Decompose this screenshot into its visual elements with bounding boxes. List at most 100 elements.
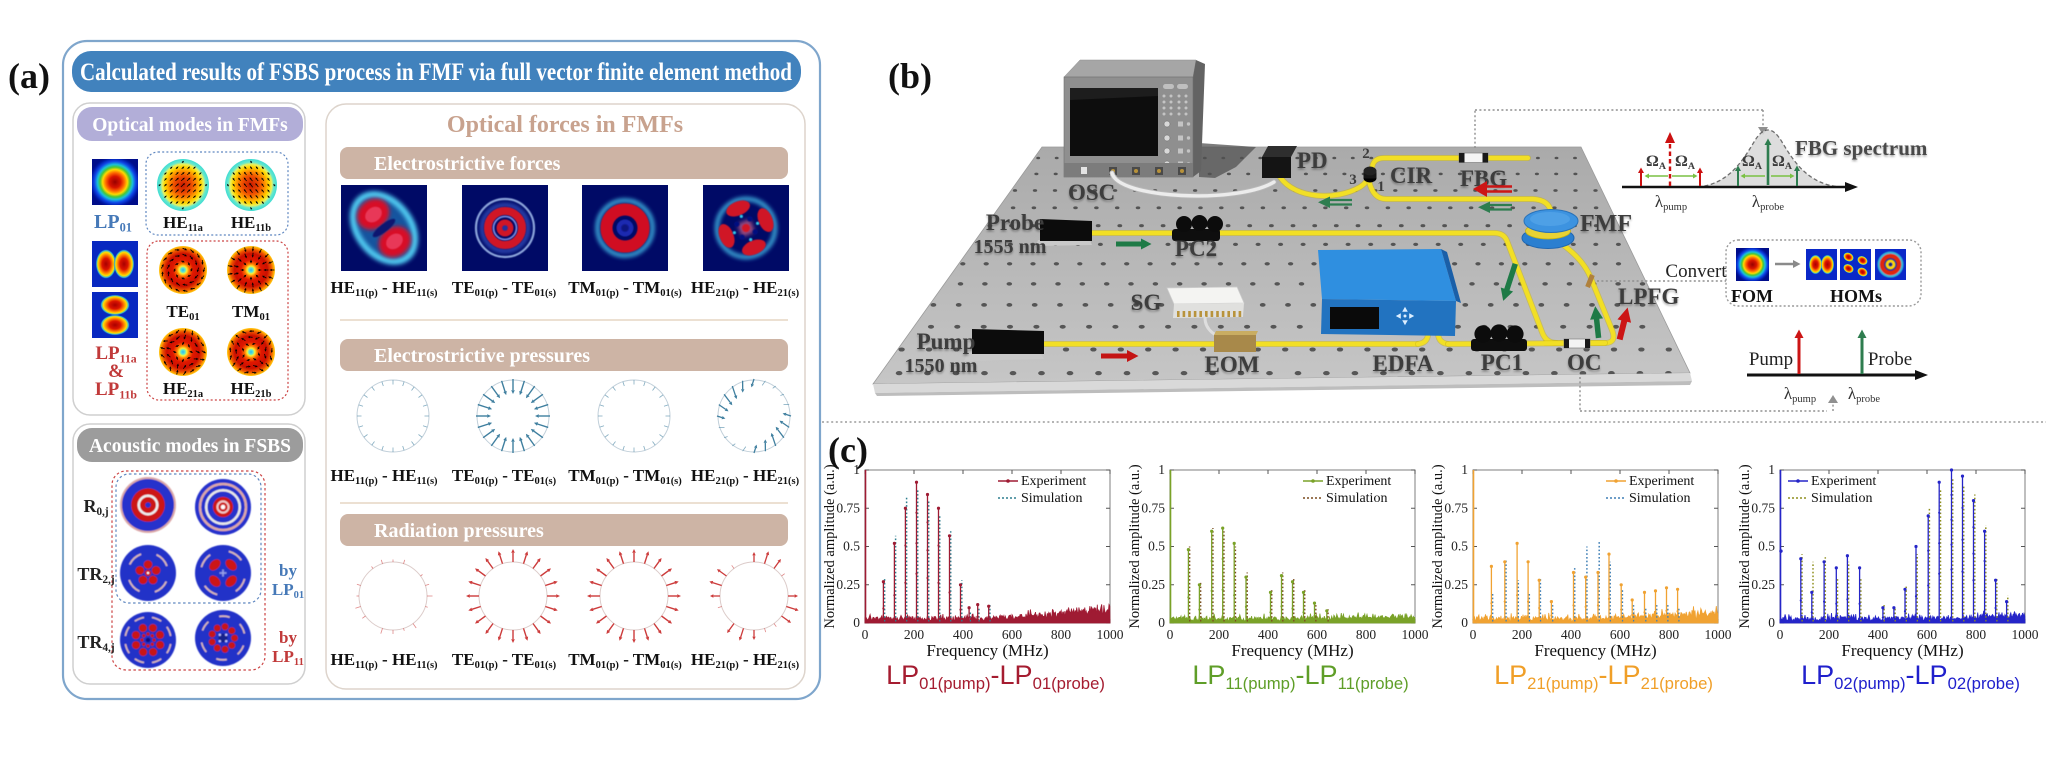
svg-text:LP02(pump)-LP02(probe): LP02(pump)-LP02(probe) [1801,660,2020,693]
svg-text:400: 400 [953,627,974,642]
svg-text:Probe: Probe [1868,349,1912,370]
svg-text:SG: SG [1131,290,1162,315]
svg-text:Optical modes in FMFs: Optical modes in FMFs [92,115,288,136]
svg-text:0.75: 0.75 [1751,500,1775,515]
svg-text:R0,j: R0,j [83,496,108,518]
svg-text:1: 1 [1377,179,1385,195]
svg-text:EOM: EOM [1205,352,1260,377]
svg-text:Simulation: Simulation [1811,491,1872,506]
svg-text:1: 1 [1158,462,1165,477]
svg-text:PC1: PC1 [1481,350,1523,375]
svg-text:LP21(pump)-LP21(probe): LP21(pump)-LP21(probe) [1494,660,1713,693]
svg-text:(a): (a) [8,56,50,96]
svg-text:by: by [279,561,297,580]
svg-text:Normalized amplitude (a.u.): Normalized amplitude (a.u.) [1737,464,1753,628]
svg-text:800: 800 [1659,627,1680,642]
svg-text:Normalized amplitude (a.u.): Normalized amplitude (a.u.) [822,464,838,628]
svg-text:0.25: 0.25 [1141,577,1165,592]
svg-text:(c): (c) [828,430,868,470]
svg-text:Probe: Probe [986,210,1044,235]
svg-text:λpump: λpump [1784,384,1816,405]
svg-text:TM01: TM01 [232,302,270,323]
svg-text:800: 800 [1356,627,1377,642]
svg-text:1000: 1000 [1402,627,1429,642]
svg-text:0.25: 0.25 [1751,577,1775,592]
svg-text:Frequency (MHz): Frequency (MHz) [1231,641,1353,660]
svg-text:400: 400 [1258,627,1279,642]
svg-text:HE21(p) - HE21(s): HE21(p) - HE21(s) [691,466,800,487]
svg-text:HE11a: HE11a [163,213,203,234]
svg-text:200: 200 [904,627,925,642]
svg-text:HE11(p) - HE11(s): HE11(p) - HE11(s) [330,278,438,299]
svg-text:HE21b: HE21b [231,379,272,400]
svg-text:Frequency (MHz): Frequency (MHz) [1841,641,1963,660]
svg-text:Optical forces in FMFs: Optical forces in FMFs [447,112,683,138]
svg-text:LP11(pump)-LP11(probe): LP11(pump)-LP11(probe) [1192,660,1408,693]
svg-text:1000: 1000 [2012,627,2039,642]
svg-text:ΩA: ΩA [1772,153,1793,172]
svg-text:CIR: CIR [1390,163,1433,188]
svg-text:FBG spectrum: FBG spectrum [1795,136,1928,160]
svg-text:0.5: 0.5 [843,539,860,554]
svg-text:LP11b: LP11b [95,379,137,401]
svg-text:HE21a: HE21a [163,379,204,400]
svg-text:0.25: 0.25 [836,577,860,592]
svg-text:Simulation: Simulation [1326,491,1387,506]
svg-text:TR2,j: TR2,j [77,564,114,586]
svg-text:800: 800 [1966,627,1987,642]
svg-text:Pump: Pump [917,329,976,354]
svg-text:TE01: TE01 [166,302,199,323]
svg-text:1000: 1000 [1097,627,1124,642]
svg-text:Experiment: Experiment [1629,474,1694,489]
svg-text:1: 1 [853,462,860,477]
svg-text:HOMs: HOMs [1830,286,1882,306]
svg-text:HE21(p) - HE21(s): HE21(p) - HE21(s) [691,278,800,299]
svg-text:λprobe: λprobe [1848,384,1880,405]
svg-text:λprobe: λprobe [1752,192,1784,213]
svg-text:EDFA: EDFA [1373,351,1434,376]
svg-text:Pump: Pump [1749,349,1793,370]
svg-text:Normalized amplitude (a.u.): Normalized amplitude (a.u.) [1430,464,1446,628]
svg-text:Experiment: Experiment [1021,474,1086,489]
svg-text:0: 0 [862,627,869,642]
svg-text:600: 600 [1610,627,1631,642]
svg-text:600: 600 [1307,627,1328,642]
svg-text:λpump: λpump [1655,192,1687,213]
svg-text:FMF: FMF [1580,211,1632,237]
svg-text:600: 600 [1002,627,1023,642]
svg-text:1000: 1000 [1705,627,1732,642]
svg-text:Experiment: Experiment [1811,474,1876,489]
svg-text:LP11a: LP11a [95,343,136,365]
svg-text:PD: PD [1297,148,1328,173]
svg-text:LP01(pump)-LP01(probe): LP01(pump)-LP01(probe) [886,660,1105,693]
svg-text:HE11(p) - HE11(s): HE11(p) - HE11(s) [330,466,438,487]
svg-text:TE01(p) - TE01(s): TE01(p) - TE01(s) [452,278,557,299]
svg-text:ΩA: ΩA [1646,153,1667,172]
svg-text:0.25: 0.25 [1444,577,1468,592]
svg-text:0: 0 [1470,627,1477,642]
svg-text:&: & [108,361,124,382]
svg-text:by: by [279,628,297,647]
svg-text:Frequency (MHz): Frequency (MHz) [926,641,1048,660]
svg-text:Simulation: Simulation [1629,491,1690,506]
svg-text:0: 0 [1167,627,1174,642]
svg-text:LPFG: LPFG [1618,284,1679,309]
svg-text:Radiation pressures: Radiation pressures [374,520,544,542]
svg-text:HE21(p) - HE21(s): HE21(p) - HE21(s) [691,650,800,671]
svg-text:0: 0 [853,615,860,630]
svg-text:0.75: 0.75 [836,500,860,515]
svg-text:0.5: 0.5 [1758,539,1775,554]
svg-text:Simulation: Simulation [1021,491,1082,506]
svg-text:HE11(p) - HE11(s): HE11(p) - HE11(s) [330,650,438,671]
svg-text:0.5: 0.5 [1451,539,1468,554]
svg-text:FOM: FOM [1731,286,1773,306]
svg-text:TE01(p) - TE01(s): TE01(p) - TE01(s) [452,650,557,671]
svg-text:200: 200 [1512,627,1533,642]
svg-text:ΩA: ΩA [1742,153,1763,172]
svg-text:0: 0 [1777,627,1784,642]
svg-text:TM01(p) - TM01(s): TM01(p) - TM01(s) [568,466,682,487]
svg-text:600: 600 [1917,627,1938,642]
svg-text:Electrostrictive forces: Electrostrictive forces [374,153,561,175]
svg-text:0.5: 0.5 [1148,539,1165,554]
svg-text:Normalized amplitude (a.u.): Normalized amplitude (a.u.) [1127,464,1143,628]
